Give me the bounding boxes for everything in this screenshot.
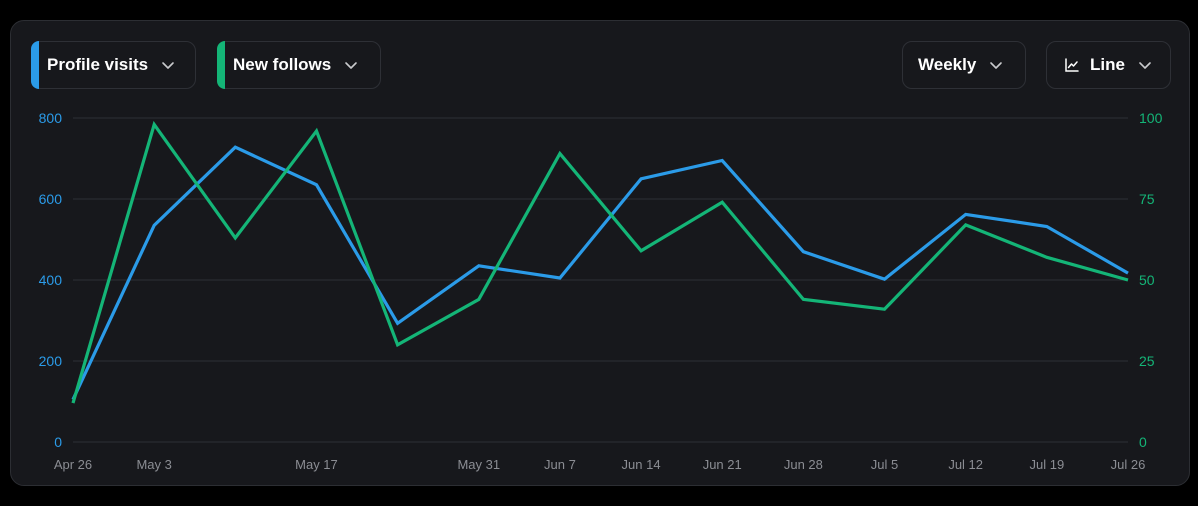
right-axis-tick-label: 75 [1139,191,1155,207]
interval-dropdown[interactable]: Weekly [902,41,1026,89]
x-axis-tick-label: Jul 12 [948,457,983,472]
chart-type-label: Line [1090,55,1125,74]
x-axis-tick-label: Apr 26 [54,457,92,472]
profile-visits-dropdown[interactable]: Profile visits [31,41,196,89]
left-axis-tick-label: 600 [39,191,63,207]
chevron-down-icon [1137,57,1153,73]
new-follows-dropdown[interactable]: New follows [217,41,381,89]
right-axis-tick-label: 100 [1139,110,1163,126]
chart-card [10,20,1190,486]
left-axis-tick-label: 800 [39,110,63,126]
chevron-down-icon [988,57,1004,73]
x-axis-tick-label: May 31 [457,457,500,472]
left-axis-tick-label: 200 [39,353,63,369]
right-axis-tick-label: 50 [1139,272,1155,288]
x-axis-tick-label: Jun 14 [622,457,661,472]
new-follows-series-line [71,120,1129,404]
new-follows-label: New follows [233,55,332,74]
x-axis-tick-label: Jun 7 [544,457,576,472]
chevron-down-icon [343,57,359,73]
x-axis-tick-label: Jul 26 [1111,457,1146,472]
right-axis-tick-label: 0 [1139,434,1147,450]
left-axis-tick-label: 0 [54,434,62,450]
left-axis-tick-label: 400 [39,272,63,288]
right-axis-tick-label: 25 [1139,353,1155,369]
chevron-down-icon [160,57,176,73]
interval-label: Weekly [918,55,977,74]
x-axis-tick-label: Jun 28 [784,457,823,472]
line-chart-icon [1064,57,1080,73]
chart-type-dropdown[interactable]: Line [1046,41,1171,89]
x-axis-tick-label: May 3 [136,457,171,472]
x-axis-tick-label: Jul 19 [1029,457,1064,472]
x-axis-tick-label: Jul 5 [871,457,898,472]
profile-visits-label: Profile visits [47,55,149,74]
profile-visits-series-line [71,145,1129,401]
x-axis-tick-label: May 17 [295,457,338,472]
x-axis-tick-label: Jun 21 [703,457,742,472]
profile-visits-color-swatch [31,41,39,89]
new-follows-color-swatch [217,41,225,89]
